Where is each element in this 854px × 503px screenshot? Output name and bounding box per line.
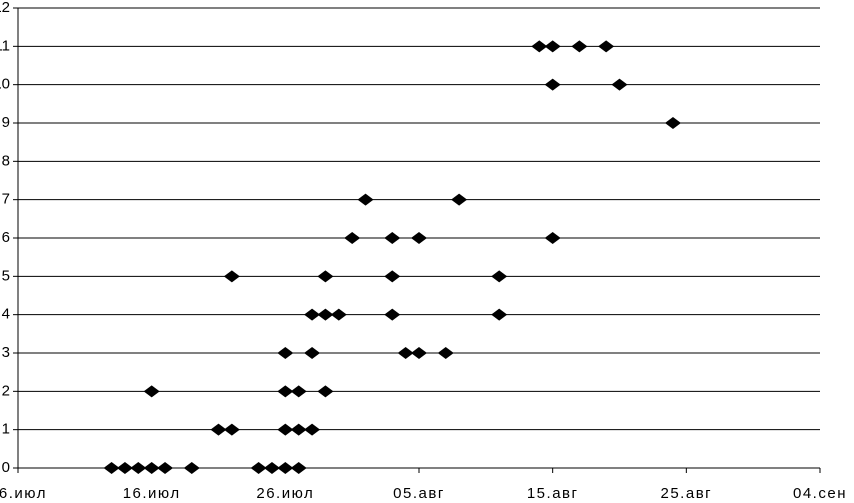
x-tick-label: 15.авг (527, 485, 579, 502)
y-tick-label: 7 (2, 191, 10, 208)
y-tick-label: 4 (2, 306, 10, 323)
point (611, 78, 628, 91)
point (544, 78, 561, 91)
point (544, 40, 561, 53)
point (210, 423, 227, 436)
point (304, 423, 321, 436)
x-tick-label: 26.июл (256, 485, 314, 502)
point (304, 347, 321, 359)
point (103, 462, 120, 474)
point (491, 270, 508, 283)
point (384, 308, 401, 321)
point (223, 270, 240, 283)
y-tick-label: 1 (2, 421, 10, 438)
point (317, 270, 334, 283)
point (277, 347, 294, 359)
point (451, 193, 468, 206)
point (304, 308, 321, 321)
point (277, 462, 294, 474)
point (263, 462, 280, 474)
point (157, 462, 174, 474)
point (317, 308, 334, 321)
point (384, 270, 401, 283)
point (397, 347, 414, 359)
point (384, 232, 401, 244)
x-tick-label: 05.авг (393, 485, 445, 502)
point (290, 423, 307, 436)
y-tick-label: 6 (2, 229, 10, 246)
point (544, 232, 561, 244)
point (143, 462, 160, 474)
x-tick-label: 25.авг (661, 485, 713, 502)
point (317, 385, 334, 398)
y-tick-label: 0 (2, 459, 10, 476)
point (183, 462, 200, 474)
point (130, 462, 147, 474)
point (277, 385, 294, 398)
point (437, 347, 454, 359)
point (143, 385, 160, 398)
y-tick-label: 11 (0, 37, 10, 54)
point (411, 232, 427, 244)
point (290, 385, 307, 398)
point (344, 232, 361, 244)
point (664, 117, 681, 129)
point (223, 423, 240, 436)
y-tick-label: 8 (2, 152, 10, 169)
point (250, 462, 267, 474)
y-tick-label: 5 (2, 267, 10, 284)
y-tick-label: 9 (2, 114, 10, 131)
y-tick-label: 12 (0, 0, 10, 16)
y-tick-label: 10 (0, 76, 10, 93)
point (290, 462, 307, 474)
x-tick-label: 06.июл (0, 485, 47, 502)
point (357, 193, 374, 206)
point (330, 308, 347, 321)
y-tick-label: 3 (2, 344, 10, 361)
x-tick-label: 04.сен (793, 485, 847, 502)
point (411, 347, 427, 359)
point (598, 40, 615, 53)
y-tick-label: 2 (2, 382, 10, 399)
point (277, 423, 294, 436)
point (571, 40, 588, 53)
point (531, 40, 548, 53)
x-tick-label: 16.июл (123, 485, 181, 502)
point (491, 308, 508, 321)
point (116, 462, 133, 474)
